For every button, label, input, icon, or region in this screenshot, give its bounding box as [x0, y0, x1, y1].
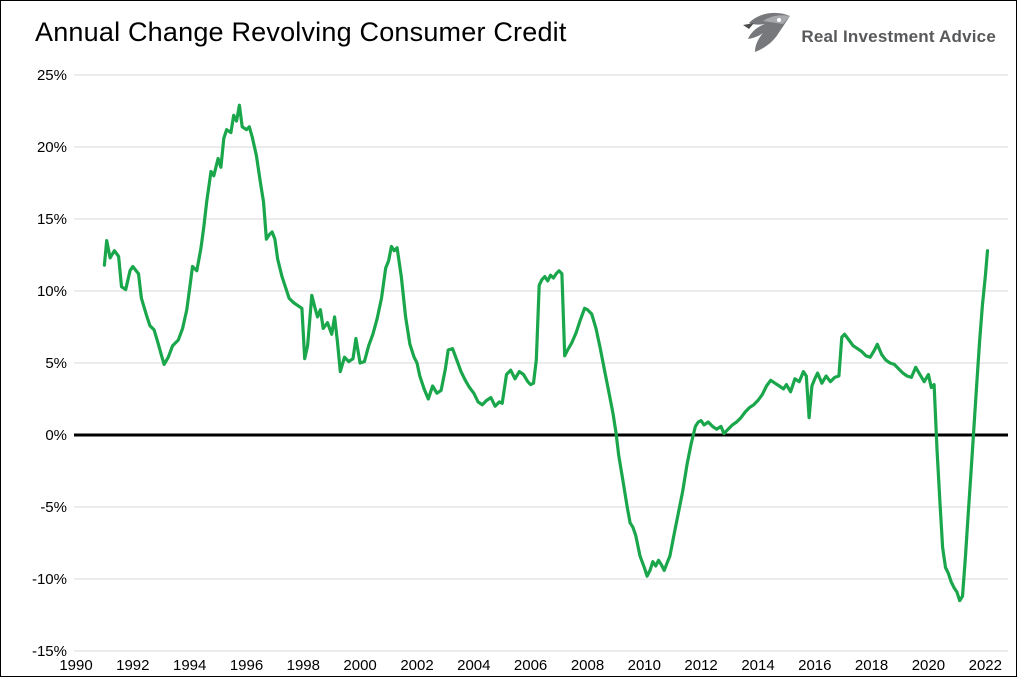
real-investment-advice-logo: Real Investment Advice — [740, 11, 996, 62]
x-tick-label: 1990 — [59, 657, 92, 674]
x-tick-label: 1996 — [230, 657, 263, 674]
y-tick-label: 10% — [37, 283, 67, 300]
series-line — [102, 103, 990, 603]
x-tick-label: 1992 — [116, 657, 149, 674]
x-tick-label: 2010 — [628, 657, 661, 674]
x-tick-label: 2004 — [457, 657, 490, 674]
line-chart: 25% 20% 15% 10% 5% 0% -5% -10% -15%1990 1992 1994 1… — [32, 67, 1008, 674]
chart-title: Annual Change Revolving Consumer Credit — [35, 17, 567, 47]
x-tick-label: 2012 — [684, 657, 717, 674]
x-tick-label: 2014 — [741, 657, 774, 674]
x-tick-label: 2006 — [514, 657, 547, 674]
y-tick-label: 25% — [37, 67, 67, 84]
x-tick-label: 2008 — [571, 657, 604, 674]
y-tick-label: -15% — [32, 643, 67, 660]
eagle-icon — [740, 11, 792, 62]
x-tick-label: 1998 — [287, 657, 320, 674]
y-tick-label: 0% — [45, 427, 67, 444]
x-tick-label: 2022 — [969, 657, 1002, 674]
y-tick-label: 20% — [37, 139, 67, 156]
x-tick-label: 2000 — [343, 657, 376, 674]
y-tick-label: 15% — [37, 211, 67, 228]
x-tick-label: 2016 — [798, 657, 831, 674]
y-tick-label: -5% — [40, 499, 67, 516]
x-tick-label: 2002 — [400, 657, 433, 674]
logo-text: Real Investment Advice — [801, 26, 996, 46]
y-tick-label: 5% — [45, 355, 67, 372]
x-tick-label: 2020 — [912, 657, 945, 674]
y-tick-label: -10% — [32, 571, 67, 588]
x-tick-label: 2018 — [855, 657, 888, 674]
x-tick-label: 1994 — [173, 657, 206, 674]
